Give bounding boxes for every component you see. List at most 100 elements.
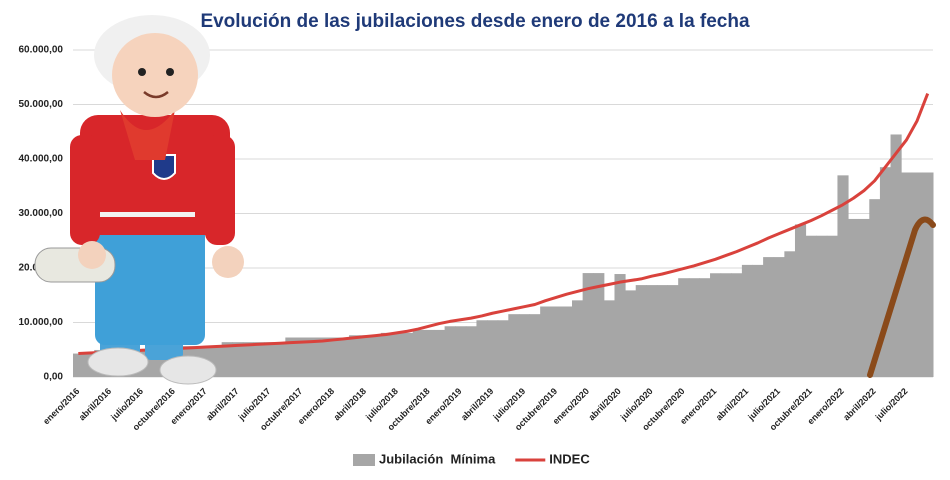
bar bbox=[816, 235, 828, 377]
bar bbox=[380, 332, 393, 377]
mouth bbox=[143, 91, 169, 99]
x-tick-label: abril/2021 bbox=[714, 386, 750, 422]
bar bbox=[572, 300, 584, 377]
shoe bbox=[159, 355, 217, 385]
line bbox=[78, 93, 930, 356]
bar bbox=[911, 172, 923, 377]
y-tick-label: 30.000,00 bbox=[19, 208, 64, 219]
bar bbox=[890, 134, 902, 377]
emblem bbox=[152, 154, 176, 180]
bar bbox=[646, 285, 658, 377]
cane bbox=[867, 216, 936, 378]
bar bbox=[879, 167, 892, 377]
bar bbox=[614, 274, 626, 377]
bar bbox=[826, 235, 838, 377]
bar bbox=[242, 342, 254, 377]
bar bbox=[402, 332, 414, 377]
bar bbox=[593, 273, 605, 377]
bar bbox=[370, 335, 382, 377]
y-tick-label: 40.000,00 bbox=[19, 154, 64, 165]
y-tick-label: 10.000,00 bbox=[19, 317, 64, 328]
bar bbox=[221, 342, 233, 377]
bar bbox=[678, 278, 690, 377]
shoe bbox=[87, 347, 149, 377]
legend-label: INDEC bbox=[549, 451, 590, 466]
x-tick-label: julio/2022 bbox=[873, 386, 910, 423]
bar bbox=[699, 278, 711, 377]
stripe bbox=[100, 212, 195, 217]
bar bbox=[625, 290, 637, 377]
legs bbox=[95, 225, 205, 345]
bar bbox=[922, 172, 934, 377]
eye bbox=[138, 68, 146, 76]
bar bbox=[444, 326, 456, 377]
arm bbox=[70, 135, 100, 245]
bar bbox=[858, 218, 870, 377]
bar bbox=[359, 335, 371, 377]
bar bbox=[391, 332, 403, 377]
x-tick-label: abril/2017 bbox=[204, 386, 240, 422]
bar bbox=[667, 285, 679, 377]
hand bbox=[212, 246, 244, 278]
bar bbox=[412, 329, 424, 377]
bar bbox=[349, 335, 361, 377]
bar bbox=[433, 329, 446, 377]
scarf bbox=[120, 110, 175, 160]
bar bbox=[837, 175, 849, 377]
bar bbox=[518, 314, 531, 377]
bar bbox=[274, 342, 286, 377]
bar bbox=[327, 337, 339, 377]
bar bbox=[603, 300, 615, 377]
x-tick-label: abril/2019 bbox=[459, 386, 495, 422]
bar bbox=[848, 218, 860, 377]
bar bbox=[688, 278, 700, 377]
bar bbox=[476, 320, 488, 377]
bar bbox=[763, 257, 775, 377]
head bbox=[112, 33, 198, 117]
y-tick-label: 0,00 bbox=[44, 372, 64, 383]
bar bbox=[529, 314, 541, 377]
bar bbox=[731, 273, 743, 377]
hand bbox=[78, 241, 106, 269]
bar bbox=[455, 326, 467, 377]
x-tick-label: abril/2020 bbox=[586, 386, 622, 422]
legend-label: Jubilación Mínima bbox=[379, 451, 496, 466]
bar bbox=[285, 337, 297, 377]
bar bbox=[147, 349, 159, 377]
bar bbox=[710, 273, 722, 377]
bar bbox=[73, 353, 85, 377]
x-tick-label: enero/2016 bbox=[41, 386, 81, 426]
bar bbox=[497, 320, 509, 377]
chart-title: Evolución de las jubilaciones desde ener… bbox=[200, 11, 750, 32]
bar bbox=[582, 273, 594, 377]
bar bbox=[508, 314, 520, 377]
bar bbox=[550, 306, 562, 377]
bar bbox=[295, 337, 308, 377]
bar bbox=[561, 306, 573, 377]
playmobil-figure bbox=[34, 15, 936, 385]
bar bbox=[423, 329, 435, 377]
x-tick-label: abril/2022 bbox=[841, 386, 877, 422]
bar bbox=[264, 342, 276, 377]
bar bbox=[656, 285, 669, 377]
bar bbox=[232, 342, 244, 377]
bar bbox=[306, 337, 318, 377]
bar bbox=[317, 337, 329, 377]
bar bbox=[720, 273, 732, 377]
bar bbox=[752, 264, 764, 377]
y-tick-label: 60.000,00 bbox=[19, 45, 64, 56]
legend-swatch bbox=[353, 454, 375, 466]
bar bbox=[901, 172, 913, 377]
legend: Jubilación Mínima INDEC bbox=[353, 451, 590, 466]
y-tick-label: 50.000,00 bbox=[19, 99, 64, 110]
x-tick-label: abril/2016 bbox=[77, 386, 113, 422]
bar bbox=[211, 346, 223, 377]
bar bbox=[794, 224, 807, 377]
bar bbox=[773, 257, 785, 377]
bar bbox=[253, 342, 265, 377]
x-tick-label: abril/2018 bbox=[332, 386, 368, 422]
bar bbox=[784, 251, 796, 377]
bar bbox=[635, 285, 647, 377]
bar bbox=[338, 337, 350, 377]
